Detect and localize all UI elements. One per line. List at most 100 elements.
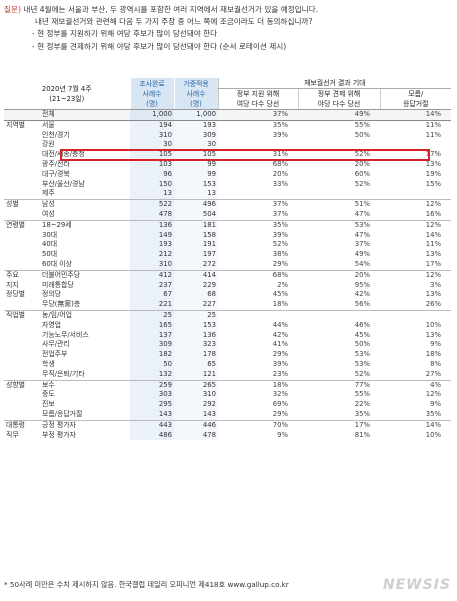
support-pct: 45% [272,290,289,299]
unknown-pct: 11% [425,240,442,249]
weighted-count: 1,000 [174,109,219,121]
row-label: 광주/전라 [42,159,70,168]
check-pct: 35% [354,409,371,418]
support-pct: 39% [272,130,289,139]
question-line-2: 내년 재보궐선거와 관련해 다음 두 가지 주장 중 어느 쪽에 조금이라도 더… [35,17,313,27]
weighted-count: 153 [174,179,219,190]
check-pct: 53% [354,350,371,359]
row-group: 주요 [4,269,40,281]
unknown-pct: 12% [425,390,442,399]
row-label: 대전/세종/충청 [42,150,85,159]
unknown-pct: 27% [425,369,442,378]
table-row: 직업별 농/임/어업 25 25 [4,309,452,321]
completed-count: 136 [130,219,175,231]
header-weighted-n: 가중적용 사례수 (명) [173,78,219,110]
question-line-1: 내년 4월에는 서울과 부산, 두 광역시를 포함한 여러 지역에서 재보궐선거… [23,5,319,14]
completed-count: 137 [130,330,175,341]
unknown-pct: 14% [380,109,452,121]
check-pct: 53% [298,219,381,231]
completed-count: 132 [130,369,175,381]
completed-count: 30 [130,140,175,151]
completed-count: 143 [130,409,175,421]
completed-count: 221 [130,300,175,311]
unknown-pct: 14% [425,230,442,239]
support-pct [218,309,299,321]
completed-count: 412 [130,269,175,281]
table-row: 대구/경북 96 99 20% 60% 19% [4,169,451,180]
row-group [4,180,40,190]
table-row: 광주/전라 103 99 68% 20% 13% [4,159,451,170]
table-row: 대통령 긍정 평가자 443 446 70% 17% 14% [4,419,452,431]
weighted-count: 229 [174,280,219,291]
row-group [4,300,40,310]
table-row: 성별 남성 522 496 37% 51% 12% [4,199,452,210]
weighted-count: 478 [174,430,219,441]
row-label: 30대 [42,230,58,239]
check-pct: 37% [354,240,371,249]
row-label: 미래통합당 [42,280,74,289]
row-group: 직업별 [4,309,40,321]
support-pct: 37% [272,209,289,218]
unknown-pct [380,189,451,199]
completed-count: 103 [130,159,175,170]
table-row: 인천/경기 310 309 39% 50% 11% [4,130,451,141]
row-label: 40대 [42,240,58,249]
unknown-pct: 13% [425,330,442,339]
check-pct [298,309,381,321]
support-pct: 38% [272,250,289,259]
check-pct: 47% [354,209,371,218]
row-label: 여성 [42,209,55,218]
table-row: 무당(無黨)층 221 227 18% 56% 26% [4,300,451,311]
support-pct: 35% [218,219,299,231]
table-row: 지역별 서울 194 193 35% 55% 11% [4,119,452,131]
row-label: 서울 [40,119,131,131]
completed-count: 1,000 [130,109,175,121]
weighted-count: 181 [174,219,219,231]
completed-count: 13 [130,189,175,200]
support-pct: 42% [272,330,289,339]
question-block: 질문) 내년 4월에는 서울과 부산, 두 광역시를 포함한 여러 지역에서 재… [4,4,454,53]
row-group [4,160,40,170]
weighted-count: 310 [174,390,219,401]
check-pct: 77% [298,379,381,391]
completed-count: 149 [130,230,175,241]
weighted-count: 158 [174,230,219,241]
weighted-count: 68 [174,290,219,301]
row-group: 대통령 [4,419,40,431]
weighted-count: 191 [174,240,219,251]
support-pct: 39% [272,230,289,239]
support-pct: 70% [218,419,299,431]
check-pct: 47% [354,230,371,239]
row-group [4,189,40,199]
weighted-count: 197 [174,250,219,260]
row-label: 제주 [42,189,55,198]
table-row: 강원 30 30 [4,140,451,151]
row-label: 전체 [40,109,131,121]
weighted-count: 99 [174,169,219,180]
row-label: 무당(無黨)층 [42,300,81,309]
completed-count: 303 [130,390,175,401]
table-row: 여성 478 504 37% 47% 16% [4,209,451,221]
row-group [4,140,40,150]
unknown-pct: 4% [380,379,452,391]
table-row: 대전/세종/충청 105 105 31% 52% 17% [4,150,451,160]
unknown-pct: 12% [380,219,452,231]
table-row: 모름/응답거절 143 143 29% 35% 35% [4,409,451,421]
row-group [4,109,40,121]
weighted-count: 13 [174,189,219,200]
header-support: 정부 지원 위해 여당 다수 당선 [217,88,299,110]
row-label: 대구/경북 [42,169,70,178]
table-row: 사무/관리 309 323 41% 50% 9% [4,340,451,351]
row-group [4,170,40,180]
unknown-pct: 17% [425,150,442,159]
row-group [4,390,40,400]
completed-count: 478 [130,209,175,221]
unknown-pct: 11% [380,119,452,131]
table-row: 정당별 정의당 67 68 45% 42% 13% [4,290,451,301]
header-unknown: 모름/응답거절 [379,88,452,110]
row-label: 무직/은퇴/기타 [42,369,85,378]
check-pct: 81% [354,430,371,439]
table-row: 성향별 보수 259 265 18% 77% 4% [4,379,452,391]
support-pct: 31% [272,150,289,159]
row-label: 모름/응답거절 [42,409,83,418]
